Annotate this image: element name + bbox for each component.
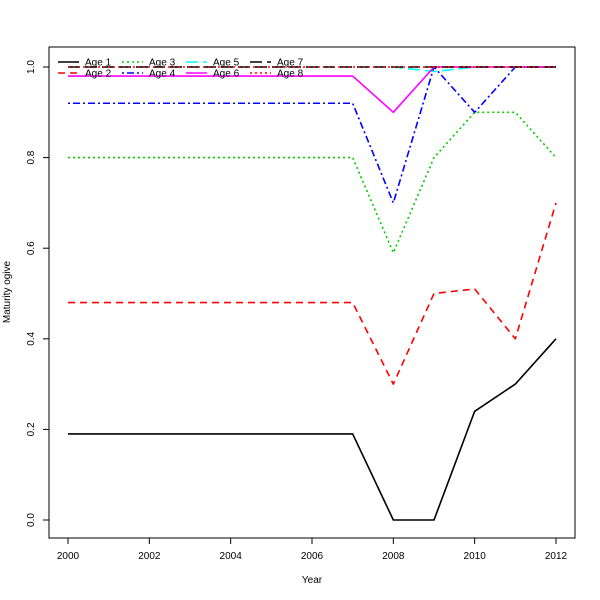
x-tick-label: 2002 <box>138 551 161 562</box>
legend-label-age-7: Age 7 <box>277 58 304 69</box>
x-tick-label: 2012 <box>545 551 568 562</box>
y-tick-label: 0.4 <box>26 331 37 345</box>
series-line-age-6 <box>68 66 556 114</box>
x-tick-label: 2010 <box>464 551 487 562</box>
y-tick-label: 0.6 <box>26 241 37 255</box>
legend-label-age-5: Age 5 <box>213 58 240 69</box>
x-axis: 2000 2002 2004 2006 2008 2010 2012 <box>57 537 568 562</box>
plot-frame <box>48 46 576 539</box>
y-tick-label: 0.8 <box>26 150 37 164</box>
series-line-age-4 <box>68 66 556 204</box>
x-tick-label: 2006 <box>301 551 324 562</box>
legend-label-age-2: Age 2 <box>85 69 112 80</box>
y-axis-title: Maturity ogive <box>2 260 13 323</box>
y-axis: 0.0 0.2 0.4 0.6 0.8 1.0 <box>26 60 50 527</box>
legend-label-age-6: Age 6 <box>213 69 240 80</box>
x-tick-label: 2004 <box>220 551 243 562</box>
legend-label-age-8: Age 8 <box>277 69 304 80</box>
series-layer <box>68 66 557 521</box>
series-line-age-1 <box>68 338 557 521</box>
y-tick-label: 0.2 <box>26 422 37 436</box>
legend-label-age-3: Age 3 <box>149 58 176 69</box>
series-line-age-2 <box>68 202 557 385</box>
y-tick-label: 0.0 <box>26 513 37 527</box>
series-line-age-3 <box>68 111 557 254</box>
x-tick-label: 2008 <box>382 551 405 562</box>
legend-label-age-4: Age 4 <box>149 69 176 80</box>
legend-label-age-1: Age 1 <box>85 58 112 69</box>
x-tick-label: 2000 <box>57 551 80 562</box>
x-axis-title: Year <box>302 575 323 586</box>
y-tick-label: 1.0 <box>26 60 37 74</box>
